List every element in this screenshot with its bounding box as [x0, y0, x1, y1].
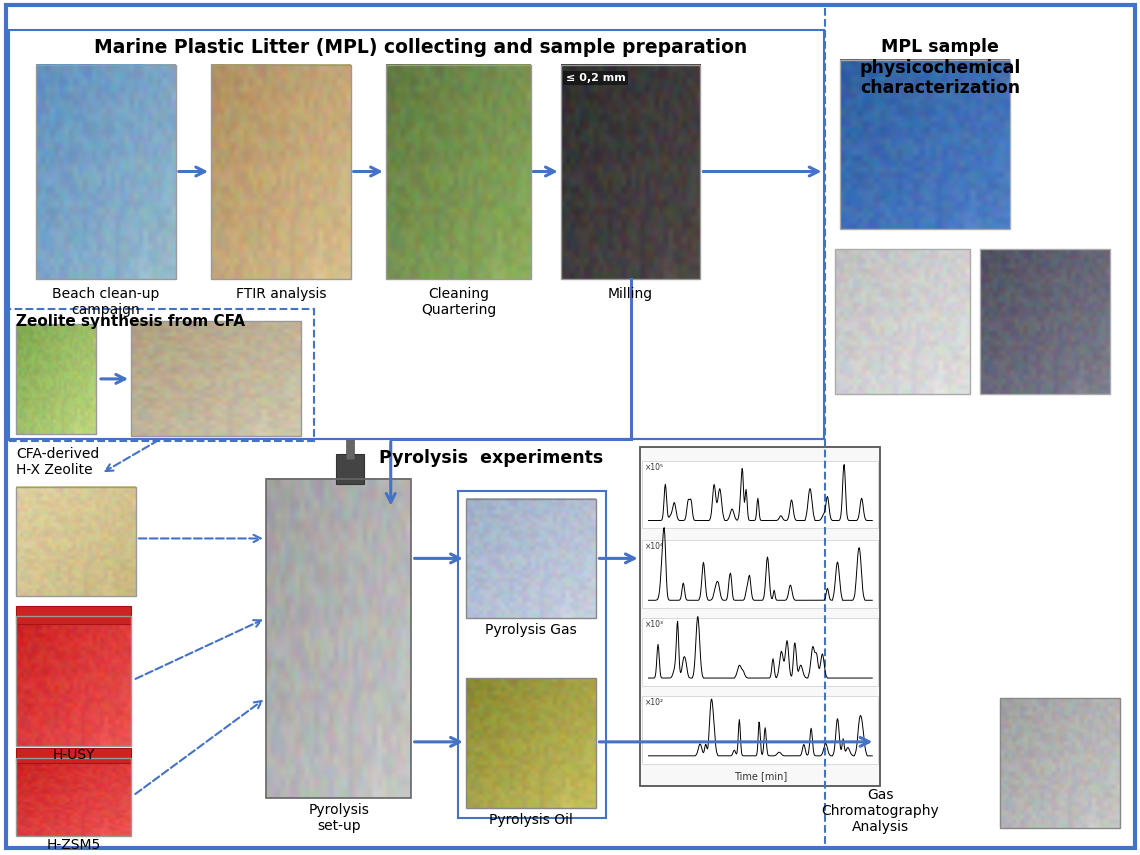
Bar	[131, 321, 301, 436]
Bar	[345, 439, 353, 458]
Bar	[16, 606, 131, 624]
Bar	[840, 60, 1010, 229]
Bar	[836, 250, 970, 394]
Text: Time [min]: Time [min]	[734, 770, 787, 781]
Text: ×10⁴: ×10⁴	[644, 542, 663, 551]
Bar	[643, 618, 878, 686]
Bar	[641, 446, 880, 786]
Bar	[36, 65, 176, 280]
Bar	[643, 461, 878, 528]
Bar	[643, 540, 878, 608]
Text: Pyrolysis  experiments: Pyrolysis experiments	[378, 449, 603, 467]
Text: ≤ 0,2 mm: ≤ 0,2 mm	[565, 73, 626, 83]
Text: Milling: Milling	[608, 287, 653, 301]
Bar	[980, 250, 1110, 394]
Bar	[465, 498, 595, 618]
Text: FTIR analysis: FTIR analysis	[236, 287, 326, 301]
Text: Marine Plastic Litter (MPL) collecting and sample preparation: Marine Plastic Litter (MPL) collecting a…	[95, 38, 748, 57]
Bar	[16, 616, 131, 746]
Bar	[1000, 698, 1119, 828]
Bar	[211, 65, 351, 280]
Text: H-USY: H-USY	[52, 748, 96, 762]
Text: H-ZSM5: H-ZSM5	[47, 838, 101, 852]
Text: ×10²: ×10²	[644, 698, 663, 707]
Text: Pyrolysis Gas: Pyrolysis Gas	[484, 623, 577, 637]
Text: MPL sample
physicochemical
characterization: MPL sample physicochemical characterizat…	[860, 38, 1021, 97]
Text: Pyrolysis Oil: Pyrolysis Oil	[489, 812, 572, 827]
Bar	[16, 486, 136, 596]
Bar	[9, 310, 314, 440]
Text: ×10³: ×10³	[644, 620, 663, 629]
Bar	[266, 479, 410, 798]
Bar	[16, 748, 131, 763]
Bar	[643, 696, 878, 764]
Text: Zeolite synthesis from CFA: Zeolite synthesis from CFA	[16, 314, 245, 329]
Bar	[457, 491, 605, 817]
Bar	[16, 758, 131, 835]
Text: ×10⁵: ×10⁵	[644, 463, 663, 472]
Bar	[465, 678, 595, 808]
Bar	[336, 454, 364, 484]
Text: Cleaning
Quartering: Cleaning Quartering	[421, 287, 496, 317]
Text: Beach clean-up
campaign: Beach clean-up campaign	[52, 287, 160, 317]
Text: Gas
Chromatography
Analysis: Gas Chromatography Analysis	[822, 787, 939, 834]
Text: Pyrolysis
set-up: Pyrolysis set-up	[308, 803, 369, 833]
Bar	[561, 65, 700, 280]
Text: CFA-derived
H-X Zeolite: CFA-derived H-X Zeolite	[16, 446, 99, 477]
Bar	[9, 30, 824, 439]
Bar	[16, 324, 96, 433]
Bar	[385, 65, 530, 280]
